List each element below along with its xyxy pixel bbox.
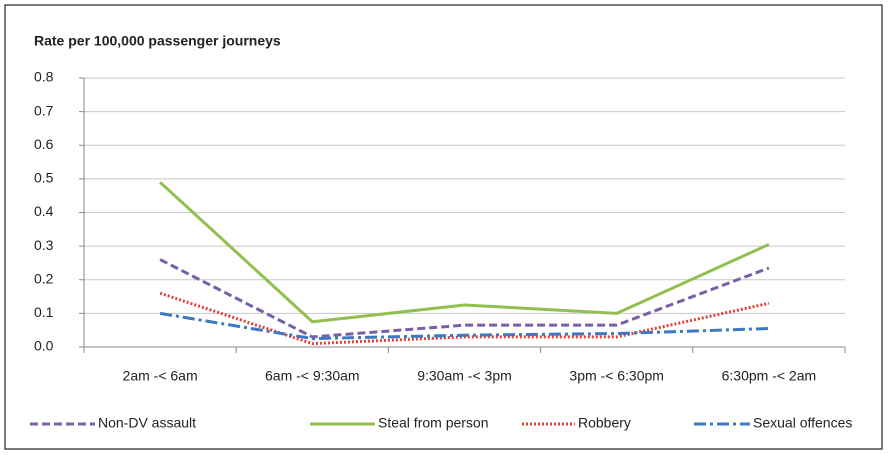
y-tick-label: 0.6 [34, 136, 54, 152]
y-tick-label: 0.5 [34, 170, 54, 186]
chart-title: Rate per 100,000 passenger journeys [34, 33, 281, 49]
y-tick-label: 0.8 [34, 69, 54, 85]
legend-label: Non-DV assault [98, 415, 196, 431]
legend-label: Robbery [578, 415, 631, 431]
series-line [159, 291, 770, 346]
x-tick-label: 6am -< 9:30am [265, 368, 360, 384]
legend-label: Steal from person [378, 415, 489, 431]
y-tick-label: 0.7 [34, 102, 54, 118]
y-tick-label: 0.3 [34, 237, 54, 253]
y-tick-label: 0.1 [34, 304, 54, 320]
series-line [159, 181, 770, 324]
x-tick-label: 9:30am -< 3pm [417, 368, 512, 384]
chart-frame [4, 4, 883, 450]
series-line [159, 311, 769, 341]
legend-label: Sexual offences [753, 415, 852, 431]
y-tick-label: 0.2 [34, 270, 54, 286]
x-tick-label: 3pm -< 6:30pm [569, 368, 664, 384]
y-tick-label: 0.4 [34, 203, 54, 219]
x-tick-label: 2am -< 6am [123, 368, 198, 384]
series-line [159, 258, 770, 339]
y-tick-label: 0.0 [34, 338, 54, 354]
x-tick-label: 6:30pm -< 2am [722, 368, 817, 384]
